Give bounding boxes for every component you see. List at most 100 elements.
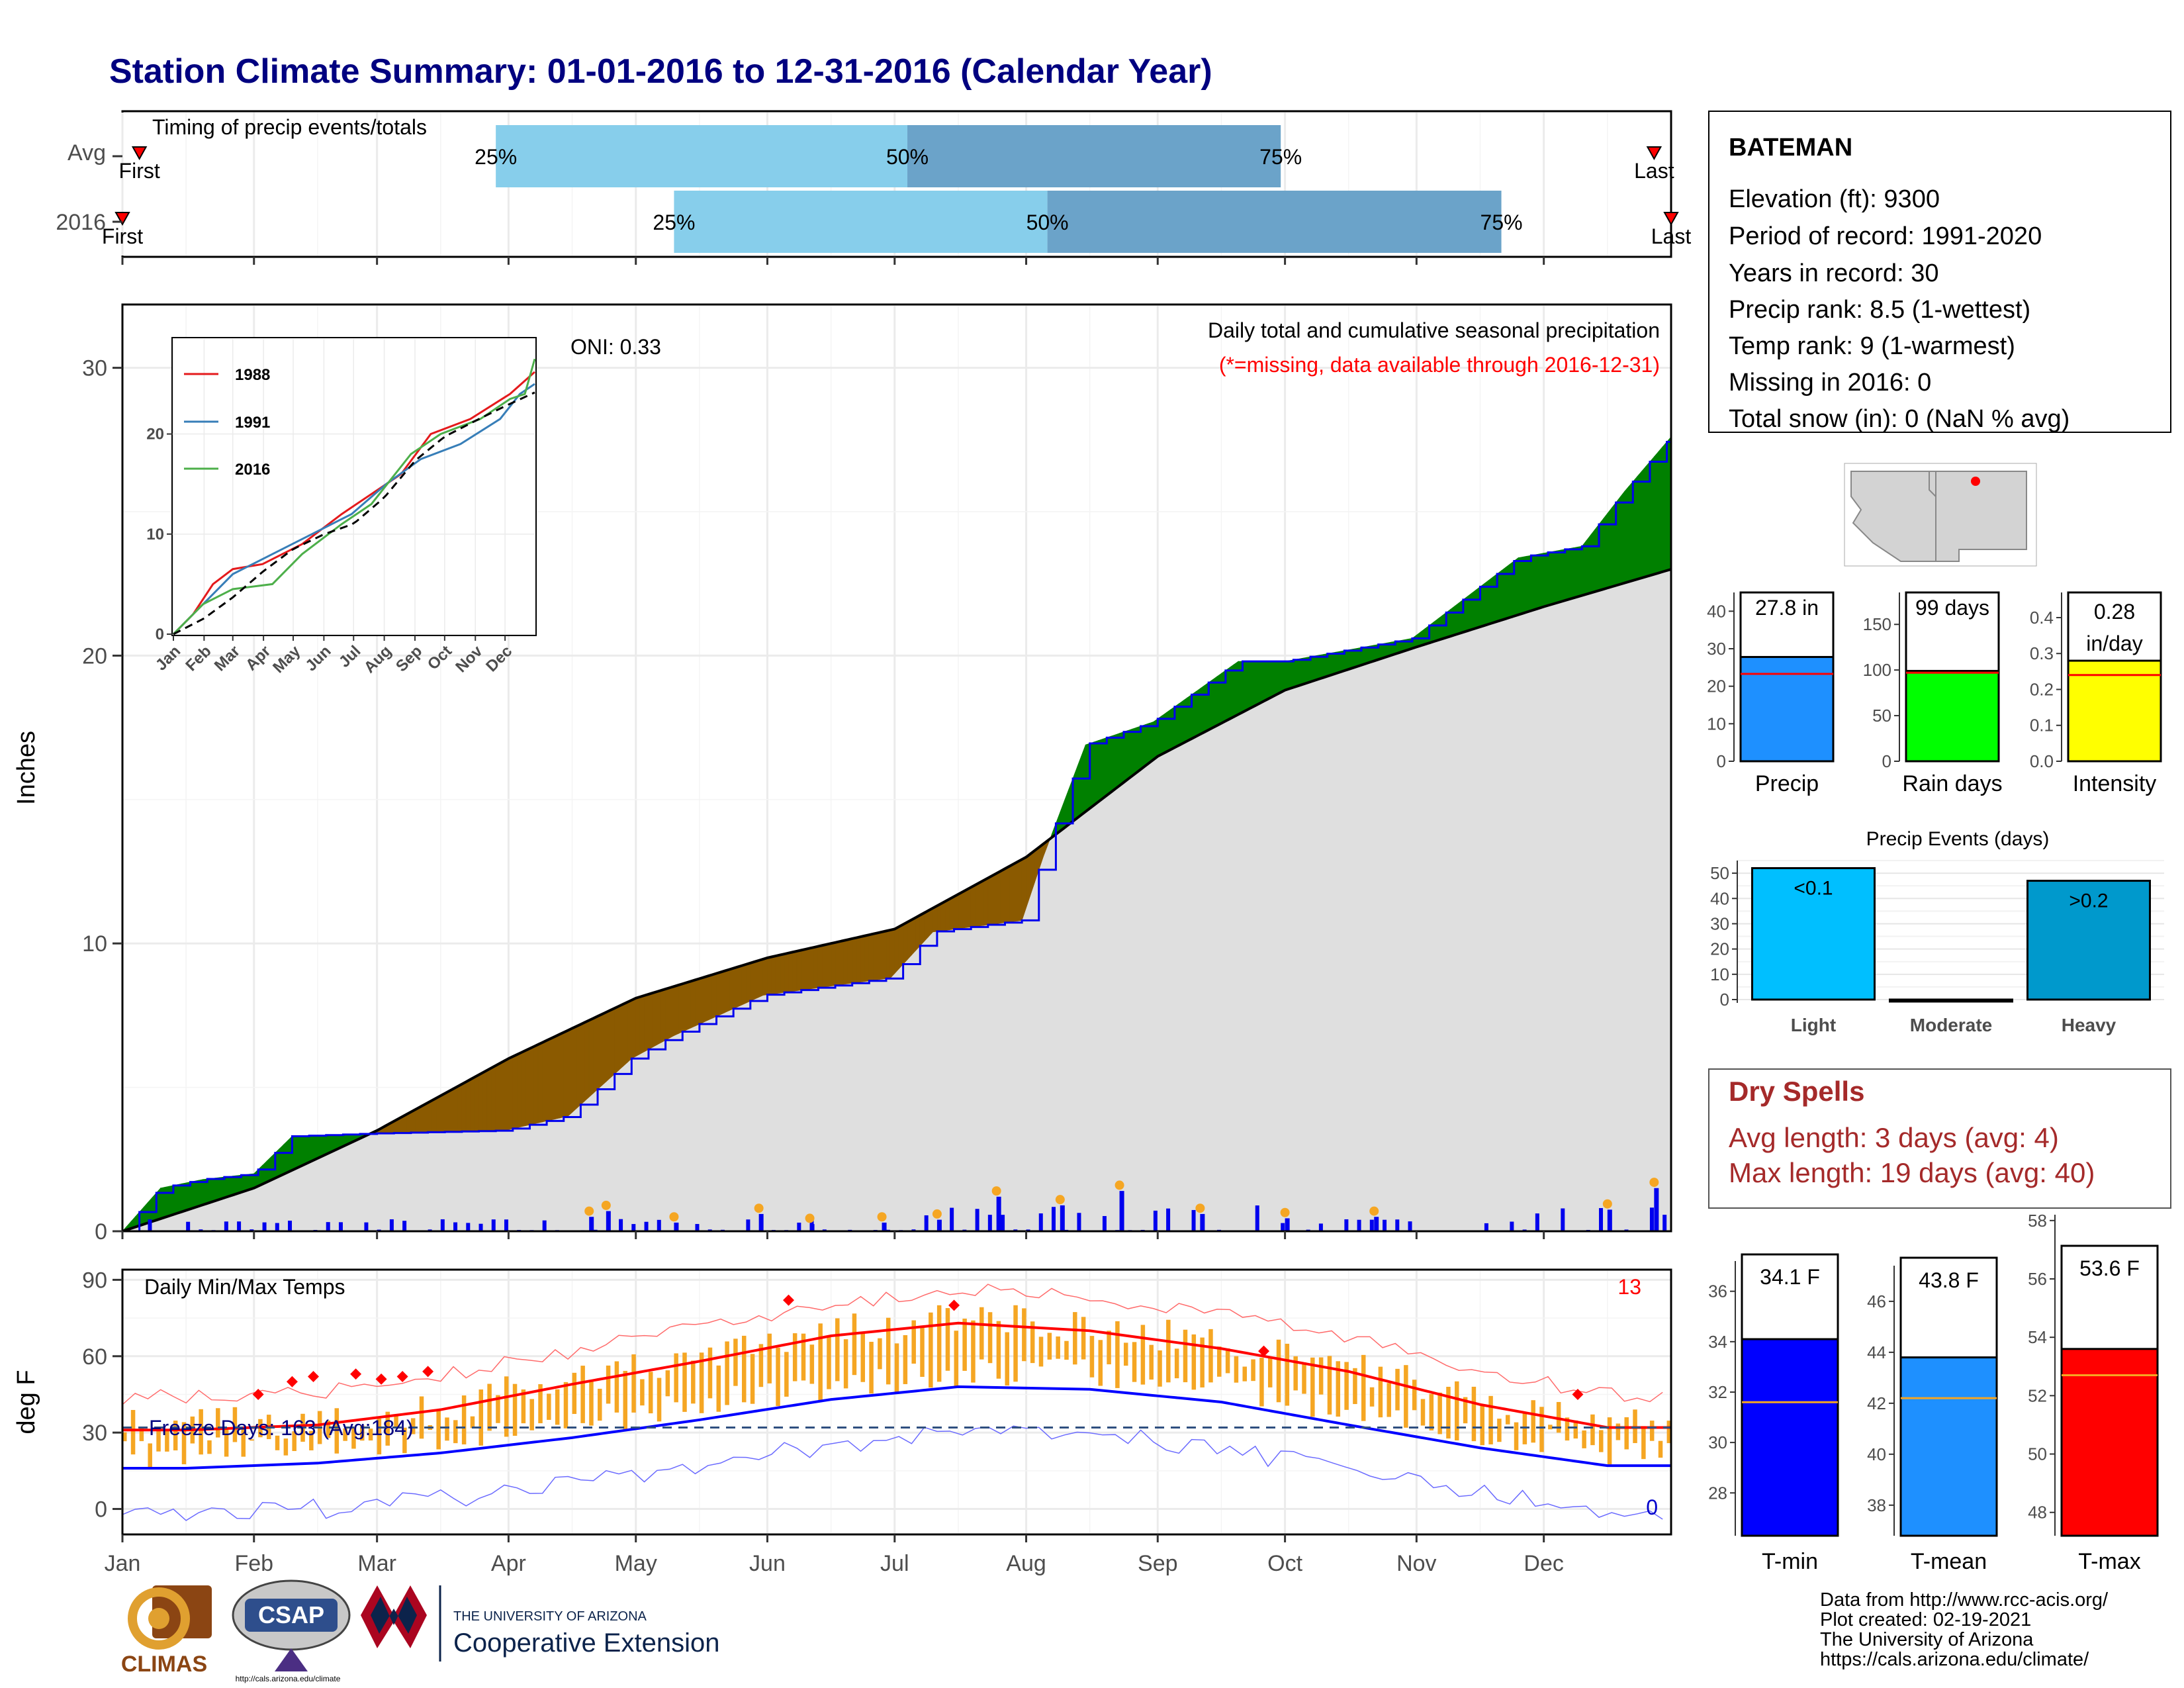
daily-temp-range-bar [360, 1425, 365, 1441]
deficit-area [516, 1052, 522, 1128]
surplus-area [304, 1135, 310, 1165]
station-info-box: BATEMAN Elevation (ft): 9300 Period of r… [1708, 111, 2171, 433]
deficit-area [500, 1060, 505, 1131]
deficit-area [907, 919, 912, 961]
surplus-area [198, 1179, 204, 1207]
deficit-area [966, 886, 972, 928]
deficit-area [860, 935, 866, 982]
daily-temp-range-bar [682, 1352, 687, 1412]
record-high-marker [948, 1299, 960, 1311]
daily-precip-bar [1484, 1223, 1488, 1231]
deficit-area [508, 1056, 514, 1130]
temp-bar-value [1741, 1338, 1839, 1537]
snow-marker [877, 1212, 887, 1222]
daily-temp-range-bar [894, 1343, 899, 1393]
surplus-area [1501, 567, 1506, 621]
daily-precip-bar [504, 1219, 508, 1231]
daily-precip-bar [1357, 1219, 1361, 1231]
daily-temp-range-bar [598, 1388, 602, 1421]
daily-temp-range-bar [936, 1305, 942, 1382]
month-label: May [615, 1551, 657, 1576]
record-high-marker [422, 1366, 434, 1378]
deficit-area [911, 917, 917, 956]
inset-avg-line [173, 391, 535, 635]
daily-temp-range-bar [707, 1347, 713, 1399]
daily-temp-range-bar [1217, 1346, 1222, 1377]
daily-temp-range-bar [674, 1353, 678, 1403]
daily-temp-range-bar [776, 1347, 780, 1407]
daily-precip-bar [1607, 1209, 1612, 1231]
deficit-area [839, 940, 844, 986]
deficit-area [958, 891, 963, 929]
surplus-area [1641, 465, 1646, 579]
daily-temp-range-bar [368, 1429, 373, 1441]
daily-temp-range-bar [945, 1308, 950, 1371]
surplus-area [1471, 589, 1477, 630]
surplus-area [1522, 555, 1527, 614]
timing-row-label-2016: 2016 [56, 210, 106, 235]
events-y-tick-label: 20 [1710, 939, 1729, 959]
surplus-area [1115, 733, 1120, 790]
deficit-area [801, 949, 806, 991]
daily-temp-range-bar [555, 1389, 560, 1425]
record-high-count: 13 [1617, 1275, 1641, 1299]
snow-marker [805, 1213, 815, 1223]
daily-temp-range-bar [1056, 1336, 1060, 1359]
daily-temp-range-bar [691, 1360, 696, 1404]
deficit-area [669, 986, 674, 1039]
summary-bar-value [1739, 655, 1835, 763]
inset-legend-1991: 1991 [235, 414, 270, 432]
temp-bar-t-max: 48 50 52 54 56 58 53.6 F T-max [2028, 1211, 2159, 1574]
daily-temp-range-bar [1480, 1404, 1485, 1446]
events-category-label: Light [1791, 1015, 1836, 1035]
daily-temp-range-bar [130, 1409, 136, 1455]
deficit-area [652, 991, 658, 1048]
csap-logo-url: http://cals.arizona.edu/climate [236, 1674, 341, 1683]
month-label: Oct [1267, 1551, 1302, 1576]
daily-precip-bar [987, 1215, 992, 1231]
daily-temp-range-bar [920, 1326, 925, 1377]
snow-marker [991, 1186, 1001, 1196]
events-bar-label: <0.1 [1794, 877, 1833, 899]
deficit-area [949, 896, 954, 930]
surplus-area [1556, 549, 1561, 604]
daily-temp-range-bar [1107, 1331, 1111, 1365]
surplus-area [1505, 563, 1510, 620]
month-label: Nov [1396, 1551, 1436, 1576]
daily-temp-range-bar [818, 1323, 823, 1401]
surplus-area [1526, 555, 1531, 613]
surplus-area [211, 1178, 216, 1203]
daily-temp-range-bar [954, 1331, 959, 1386]
deficit-area [852, 937, 857, 984]
daily-temp-range-bar [529, 1399, 534, 1430]
university-name: THE UNIVERSITY OF ARIZONA [453, 1609, 647, 1624]
surplus-area [1569, 547, 1574, 600]
precip-panel-subtitle: (*=missing, data available through 2016-… [1219, 353, 1660, 377]
daily-temp-range-bar [1505, 1415, 1510, 1425]
cumulative-2016-line [122, 441, 1671, 1231]
daily-temp-range-bar [453, 1420, 458, 1444]
daily-precip-bar [275, 1223, 279, 1231]
summary-bar-precip: 0 10 20 30 40 27.8 in Precip [1707, 591, 1835, 796]
temp-bar-value [1899, 1356, 1998, 1537]
deficit-area [868, 933, 874, 982]
daily-precip-bar [1052, 1207, 1056, 1231]
surplus-area [1216, 673, 1222, 726]
snow-marker [1602, 1199, 1612, 1209]
daily-precip-bar [1561, 1208, 1565, 1231]
station-precip-rank: Precip rank: 8.5 (1-wettest) [1729, 296, 2030, 324]
daily-precip-bar [288, 1221, 293, 1231]
summary-bar-value-label: 27.8 in [1755, 596, 1819, 620]
deficit-area [873, 932, 878, 981]
record-high-marker [375, 1373, 387, 1385]
daily-precip-bar [809, 1224, 815, 1231]
surplus-area [1289, 659, 1294, 690]
summary-y-tick-label: 0.0 [2030, 751, 2054, 771]
daily-temp-range-bar [1327, 1356, 1332, 1415]
surplus-area [1255, 661, 1260, 706]
surplus-area [1297, 658, 1302, 686]
daily-precip-bar [1649, 1207, 1654, 1231]
temp-bar-y-tick-label: 34 [1708, 1332, 1727, 1352]
deficit-area [754, 960, 760, 1000]
